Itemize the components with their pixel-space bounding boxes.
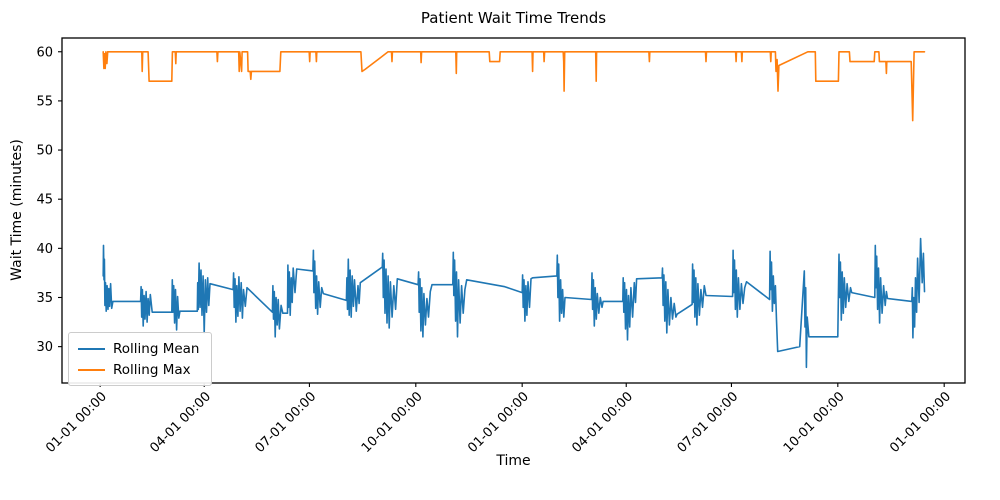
series-line-rolling-mean [102,237,926,369]
x-tick-label: 10-01 00:00 [781,389,848,456]
legend-label: Rolling Mean [113,340,200,357]
x-axis-label: Time [496,453,531,469]
x-tick-label: 07-01 00:00 [253,389,320,456]
legend-item: Rolling Mean [78,338,199,359]
x-tick-label: 01-01 00:00 [465,389,532,456]
y-tick-label: 40 [36,242,53,257]
x-tick-label: 01-01 00:00 [887,389,954,456]
y-tick-label: 60 [36,45,53,60]
legend: Rolling Mean Rolling Max [68,332,213,386]
x-tick-label: 01-01 00:00 [43,389,110,456]
chart-title: Patient Wait Time Trends [420,9,607,27]
series-line-rolling-max [102,50,926,122]
y-tick-label: 45 [36,193,53,208]
x-tick-label: 10-01 00:00 [359,389,426,456]
legend-item: Rolling Max [78,359,199,380]
axes-spines [61,37,966,384]
y-tick-label: 55 [36,94,53,109]
y-tick-label: 30 [36,340,53,355]
legend-swatch [78,368,105,371]
legend-label: Rolling Max [113,361,191,378]
legend-swatch [78,347,105,350]
x-tick-label: 04-01 00:00 [569,389,636,456]
x-tick-label: 04-01 00:00 [147,389,214,456]
x-tick-label: 07-01 00:00 [675,389,742,456]
y-tick-label: 50 [36,144,53,159]
y-tick-label: 35 [36,291,53,306]
